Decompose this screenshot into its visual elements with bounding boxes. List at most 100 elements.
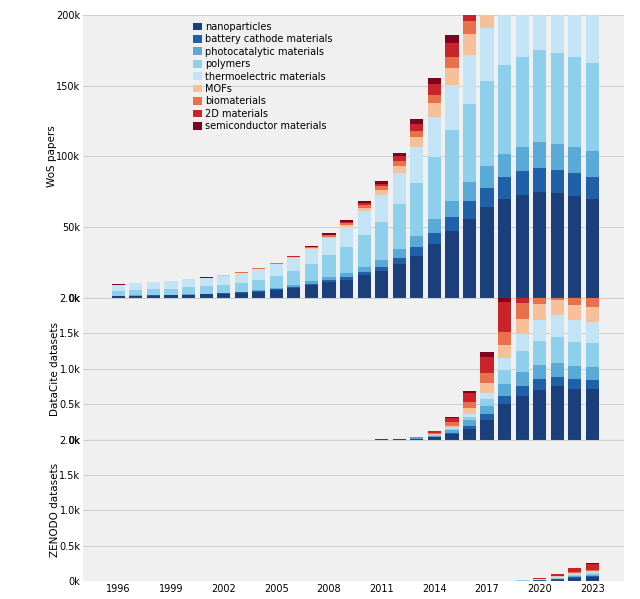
Bar xyxy=(550,0,564,53)
Bar xyxy=(550,217,564,232)
Bar xyxy=(586,215,599,230)
Bar xyxy=(568,58,581,147)
Bar xyxy=(533,365,547,379)
Bar xyxy=(252,290,266,291)
Bar xyxy=(375,186,388,190)
Bar xyxy=(533,192,547,298)
Bar xyxy=(393,249,406,258)
Bar xyxy=(498,65,511,155)
Bar xyxy=(586,367,599,380)
Bar xyxy=(463,201,476,219)
Bar xyxy=(533,288,547,304)
Bar xyxy=(481,207,493,298)
Bar xyxy=(498,293,511,302)
Bar xyxy=(323,234,335,235)
Bar xyxy=(586,7,599,63)
Bar xyxy=(586,322,599,343)
Bar xyxy=(340,247,353,273)
Bar xyxy=(463,104,476,182)
Bar xyxy=(410,256,424,298)
Bar xyxy=(516,0,529,57)
Bar xyxy=(323,255,335,277)
Bar xyxy=(481,357,493,373)
Bar xyxy=(463,182,476,201)
Bar xyxy=(516,303,529,319)
Bar xyxy=(445,425,458,428)
Bar xyxy=(498,302,511,332)
Bar xyxy=(498,370,511,385)
Bar xyxy=(269,289,283,291)
Bar xyxy=(481,0,493,5)
Bar xyxy=(428,117,441,157)
Bar xyxy=(481,5,493,28)
Bar xyxy=(550,574,564,576)
Bar xyxy=(516,372,529,386)
Bar xyxy=(358,276,371,298)
Bar xyxy=(568,341,581,366)
Bar xyxy=(568,574,581,575)
Bar xyxy=(586,570,599,571)
Bar xyxy=(287,288,301,298)
Bar xyxy=(550,193,564,298)
Bar xyxy=(463,55,476,104)
Bar xyxy=(550,577,564,579)
Bar xyxy=(375,267,388,271)
Bar xyxy=(428,95,441,104)
Bar xyxy=(586,389,599,440)
Bar xyxy=(445,217,458,231)
Bar xyxy=(428,78,441,84)
Bar xyxy=(340,277,353,280)
Bar xyxy=(164,281,177,289)
Bar xyxy=(586,230,599,292)
Bar xyxy=(481,81,493,167)
Bar xyxy=(586,576,599,577)
Bar xyxy=(550,580,564,581)
Bar xyxy=(533,50,547,143)
Bar xyxy=(358,235,371,267)
Bar xyxy=(445,428,458,429)
Bar xyxy=(287,256,301,258)
Bar xyxy=(533,226,547,240)
Bar xyxy=(516,147,529,171)
Bar xyxy=(410,183,424,237)
Bar xyxy=(200,286,212,294)
Bar xyxy=(568,1,581,58)
Bar xyxy=(481,373,493,383)
Bar xyxy=(550,315,564,337)
Bar xyxy=(217,276,230,285)
Bar xyxy=(533,304,547,320)
Bar xyxy=(129,296,143,298)
Bar xyxy=(445,417,458,418)
Bar xyxy=(568,568,581,573)
Bar xyxy=(358,204,371,205)
Bar xyxy=(586,572,599,573)
Bar xyxy=(550,283,564,300)
Bar xyxy=(498,404,511,440)
Bar xyxy=(410,137,424,147)
Bar xyxy=(182,279,195,288)
Bar xyxy=(305,247,318,248)
Bar xyxy=(269,291,283,298)
Bar xyxy=(235,273,248,283)
Bar xyxy=(498,397,511,404)
Bar xyxy=(410,124,424,131)
Bar xyxy=(516,352,529,372)
Bar xyxy=(393,264,406,298)
Bar xyxy=(252,269,266,280)
Bar xyxy=(586,573,599,575)
Bar xyxy=(428,432,441,434)
Bar xyxy=(323,280,335,283)
Bar xyxy=(550,144,564,170)
Bar xyxy=(498,385,511,397)
Bar xyxy=(375,181,388,184)
Bar xyxy=(586,151,599,177)
Bar xyxy=(533,320,547,341)
Bar xyxy=(463,409,476,414)
Bar xyxy=(481,399,493,406)
Bar xyxy=(358,208,371,211)
Bar xyxy=(498,358,511,370)
Bar xyxy=(463,22,476,34)
Bar xyxy=(323,235,335,237)
Bar xyxy=(410,147,424,183)
Bar xyxy=(375,222,388,260)
